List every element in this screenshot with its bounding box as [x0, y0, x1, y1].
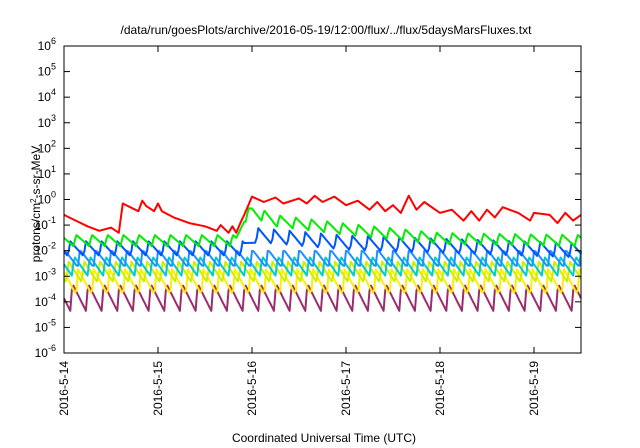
y-tick-label: 105 [38, 62, 56, 79]
y-tick-label: 106 [38, 36, 56, 53]
x-tick-label: 2016-5-15 [151, 361, 165, 416]
chart-title: /data/run/goesPlots/archive/2016-05-19/1… [121, 23, 533, 37]
series-layer [63, 194, 582, 312]
x-axis-label: Coordinated Universal Time (UTC) [232, 431, 416, 445]
axis-layer: 10-6 10-5 10-4 10-3 10-2 10-1 100 101 102 103 104 1… [35, 36, 581, 416]
y-tick-label: 10-5 [35, 317, 56, 334]
series-line-5 [63, 256, 582, 277]
y-tick-label: 10-6 [35, 343, 56, 360]
y-tick-label: 102 [38, 138, 56, 155]
series-line-2 [63, 207, 582, 248]
y-tick-label: 104 [38, 87, 56, 104]
y-axis-label-suffix: -s-sr-MeV [29, 146, 43, 199]
y-tick-label: 10-2 [35, 241, 56, 258]
x-tick-label: 2016-5-14 [57, 361, 71, 416]
x-tick-label: 2016-5-17 [339, 361, 353, 416]
y-tick-label: 101 [38, 164, 56, 181]
y-tick-label: 10-1 [35, 215, 56, 232]
y-tick-label: 10-4 [35, 292, 56, 309]
y-tick-label: 100 [38, 190, 56, 207]
series-line-1 [63, 194, 582, 234]
x-tick-label: 2016-5-19 [527, 361, 541, 416]
x-tick-label: 2016-5-18 [433, 361, 447, 416]
x-tick-label: 2016-5-16 [245, 361, 259, 416]
y-axis-label-sup: 2 [29, 198, 38, 203]
y-tick-label: 10-3 [35, 266, 56, 283]
plot-frame [63, 45, 582, 354]
series-line-8 [63, 284, 582, 312]
y-tick-label: 103 [38, 113, 56, 130]
y-axis-label-prefix: protons/cm [29, 203, 43, 262]
y-axis-label: protons/cm2-s-sr-MeV [29, 146, 43, 262]
series-line-6 [63, 260, 582, 283]
series-line-7 [63, 268, 582, 294]
series-line-4 [63, 249, 582, 267]
